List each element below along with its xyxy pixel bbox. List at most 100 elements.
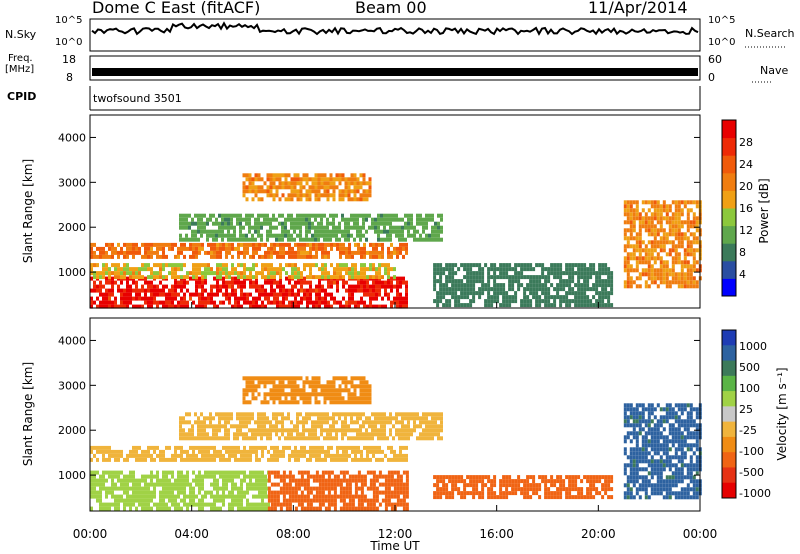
power-cell <box>156 250 159 255</box>
velocity-cell <box>348 494 352 499</box>
velocity-cell <box>296 384 300 389</box>
velocity-cell <box>626 475 630 480</box>
power-cell <box>132 275 135 280</box>
power-cell <box>375 246 378 251</box>
velocity-cell <box>365 400 369 405</box>
velocity-cell <box>656 471 660 476</box>
velocity-cell <box>215 436 218 441</box>
power-cell <box>644 244 648 249</box>
velocity-cell <box>372 506 376 511</box>
power-cell <box>294 296 297 301</box>
velocity-cell <box>635 451 639 456</box>
velocity-cell <box>308 396 312 401</box>
power-cell <box>626 284 630 289</box>
power-cell <box>329 181 333 186</box>
velocity-cell <box>210 490 213 495</box>
velocity-cell <box>191 432 194 437</box>
power-cell <box>529 291 533 296</box>
power-cell <box>195 292 198 297</box>
power-cell <box>405 304 408 309</box>
velocity-cell <box>363 457 366 462</box>
power-cell <box>323 189 327 194</box>
power-cell <box>195 288 198 293</box>
power-cell <box>237 300 240 305</box>
power-cell <box>559 283 563 288</box>
power-cell <box>384 267 387 272</box>
velocity-cell <box>381 490 385 495</box>
velocity-cell <box>240 494 243 499</box>
velocity-cell <box>369 445 372 450</box>
power-cell <box>225 296 228 301</box>
velocity-cell <box>111 453 114 458</box>
velocity-cell <box>665 447 669 452</box>
velocity-cell <box>114 494 117 499</box>
power-cell <box>123 250 126 255</box>
power-cell <box>323 233 326 238</box>
power-cell <box>589 263 593 268</box>
velocity-cell <box>300 470 304 475</box>
power-cell <box>291 254 294 259</box>
power-cell <box>381 275 384 280</box>
velocity-cell <box>399 486 403 491</box>
velocity-cell <box>264 474 267 479</box>
power-cell <box>653 216 657 221</box>
power-cell <box>120 280 123 285</box>
power-cell <box>668 280 672 285</box>
power-cell <box>647 268 651 273</box>
velocity-cell <box>402 498 406 503</box>
power-cell <box>348 296 351 301</box>
power-cell <box>183 263 186 268</box>
velocity-cell <box>305 412 308 417</box>
power-cell <box>147 288 150 293</box>
velocity-cell <box>383 416 386 421</box>
power-cell <box>324 288 327 293</box>
velocity-cell <box>263 384 267 389</box>
velocity-cell <box>245 376 249 381</box>
power-cell <box>327 300 330 305</box>
power-cell <box>206 229 209 234</box>
velocity-cell <box>638 431 642 436</box>
power-cell <box>237 263 240 268</box>
power-cell <box>297 271 300 276</box>
velocity-cell <box>404 416 407 421</box>
power-cell <box>282 242 285 247</box>
velocity-cell <box>135 453 138 458</box>
velocity-cell <box>198 498 201 503</box>
power-cell <box>209 213 212 218</box>
velocity-cell <box>297 470 301 475</box>
velocity-cell <box>132 482 135 487</box>
velocity-cell <box>297 502 301 507</box>
power-cell <box>236 217 239 222</box>
velocity-cell <box>291 449 294 454</box>
power-cell <box>502 267 506 272</box>
power-cell <box>296 225 299 230</box>
power-cell <box>309 267 312 272</box>
power-cell <box>341 213 344 218</box>
power-cell <box>204 275 207 280</box>
power-cell <box>365 193 369 198</box>
power-cell <box>607 279 611 284</box>
power-cell <box>180 300 183 305</box>
velocity-cell <box>665 495 669 500</box>
power-cell <box>297 246 300 251</box>
power-cell <box>405 242 408 247</box>
velocity-cell <box>348 506 352 511</box>
velocity-cell <box>159 506 162 511</box>
velocity-cell <box>302 420 305 425</box>
velocity-cell <box>270 453 273 458</box>
power-cell <box>327 254 330 259</box>
velocity-cell <box>234 498 237 503</box>
power-cell <box>336 284 339 289</box>
velocity-cell <box>254 388 258 393</box>
velocity-cell <box>323 420 326 425</box>
power-cell <box>671 224 675 229</box>
power-cell <box>243 263 246 268</box>
power-cell <box>293 181 297 186</box>
velocity-cell <box>117 486 120 491</box>
power-cell <box>387 246 390 251</box>
velocity-cell <box>275 420 278 425</box>
velocity-cell <box>341 436 344 441</box>
velocity-cell <box>317 400 321 405</box>
velocity-cell <box>179 432 182 437</box>
velocity-cell <box>297 498 301 503</box>
